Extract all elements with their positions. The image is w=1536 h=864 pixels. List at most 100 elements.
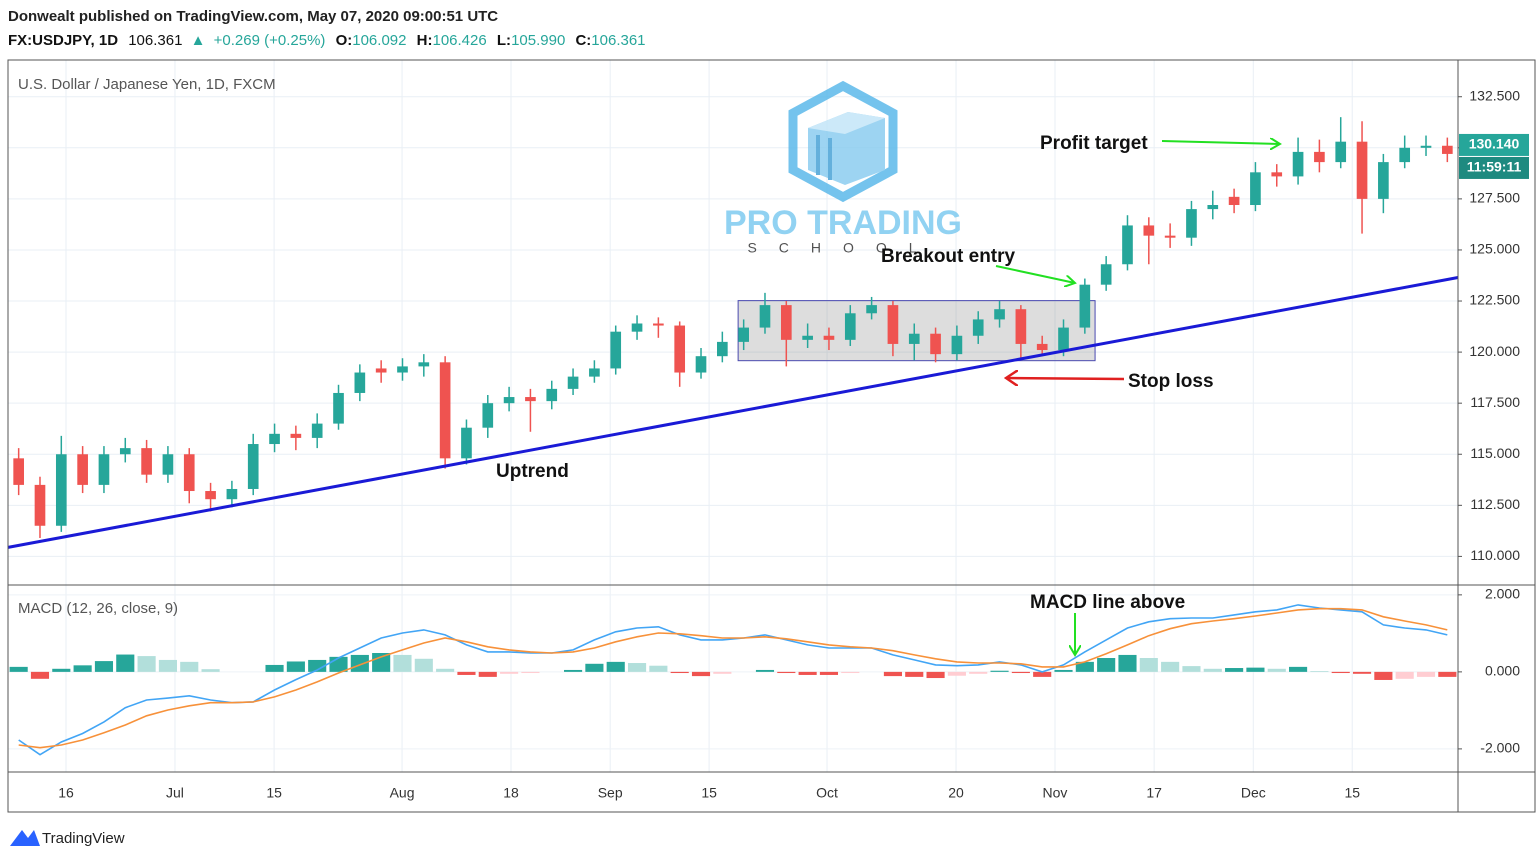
histogram-bar	[137, 656, 156, 672]
histogram-bar	[1438, 671, 1457, 677]
histogram-bar	[1225, 668, 1244, 672]
candle-body	[247, 444, 259, 489]
candle-body	[930, 333, 941, 355]
candle-body	[1378, 162, 1389, 199]
histogram-bar	[94, 661, 114, 672]
candle-body	[1164, 235, 1176, 238]
x-tick-label: Sep	[598, 785, 623, 801]
histogram-bar	[1118, 654, 1137, 672]
publisher-line: Donwealt published on TradingView.com, M…	[8, 8, 498, 25]
candle-body	[13, 458, 24, 485]
candle-body	[887, 305, 899, 344]
candle-body	[333, 392, 344, 424]
y-tick-label: -2.000	[1480, 740, 1520, 756]
candle-body	[802, 335, 813, 340]
histogram-bar	[990, 670, 1009, 672]
candle-body	[1143, 225, 1155, 236]
candle-body	[738, 327, 749, 342]
candle-body	[1207, 205, 1219, 210]
candle-body	[77, 454, 88, 485]
histogram-bar	[1289, 666, 1308, 672]
candle-body	[354, 372, 366, 393]
histogram-bar	[819, 671, 839, 675]
histogram-bar	[372, 653, 391, 672]
histogram-bar	[1203, 668, 1222, 672]
histogram-bar	[1161, 661, 1180, 672]
histogram-bar	[265, 664, 284, 672]
candle-body	[908, 333, 920, 344]
x-tick-label: Nov	[1043, 785, 1068, 801]
candle-body	[1122, 225, 1133, 265]
symbol-price: 106.361	[128, 32, 182, 49]
candle-body	[1399, 147, 1411, 163]
candle-body	[759, 305, 771, 328]
x-tick-label: Aug	[390, 785, 415, 801]
candle-body	[1058, 327, 1069, 351]
candle-body	[1292, 151, 1304, 177]
annotation: Stop loss	[1128, 371, 1214, 392]
candle-body	[1271, 172, 1283, 177]
candle-body	[183, 454, 195, 492]
histogram-bar	[286, 661, 305, 672]
x-tick-label: 15	[1344, 785, 1360, 801]
y-tick-label: 127.500	[1469, 190, 1520, 206]
candle-body	[695, 356, 707, 373]
ohlc-label: L:	[497, 32, 511, 49]
histogram-bar	[1139, 658, 1158, 672]
y-tick-label: 112.500	[1470, 496, 1520, 512]
x-tick-label: Oct	[816, 785, 838, 801]
ohlc-label: C:	[575, 32, 591, 49]
candle-body	[375, 368, 387, 373]
countdown: 11:59:11	[1467, 159, 1522, 175]
candle-body	[1335, 141, 1347, 163]
y-tick-label: 117.500	[1470, 394, 1520, 410]
chart-title: U.S. Dollar / Japanese Yen, 1D, FXCM	[18, 76, 276, 93]
y-tick-label: 2.000	[1485, 586, 1520, 602]
candle-body	[951, 335, 963, 355]
histogram-bar	[1267, 668, 1286, 672]
candle-body	[1079, 284, 1091, 328]
histogram-bar	[393, 654, 412, 672]
candle-body	[844, 313, 856, 340]
histogram-bar	[905, 671, 924, 677]
histogram-bar	[798, 671, 817, 675]
histogram-bar	[1331, 671, 1350, 674]
watermark-title: PRO TRADING	[724, 204, 962, 242]
candle-body	[1442, 145, 1453, 154]
logo-hexagon	[788, 80, 898, 203]
histogram-bar	[414, 658, 433, 672]
candle-body	[482, 403, 494, 428]
change-arrow: ▲	[191, 32, 206, 49]
x-tick-label: Dec	[1241, 785, 1266, 801]
macd-line	[18, 607, 1448, 749]
histogram-bar	[1054, 669, 1073, 672]
candle-body	[674, 325, 686, 373]
histogram-bar	[606, 661, 625, 672]
histogram-bar	[670, 671, 689, 674]
candle-body	[1314, 151, 1325, 163]
histogram-bar	[329, 656, 348, 672]
candle-body	[567, 376, 579, 389]
histogram-bar	[521, 671, 540, 674]
macd-title: MACD (12, 26, close, 9)	[18, 600, 178, 617]
x-tick-label: 15	[701, 785, 717, 801]
candle-body	[1250, 172, 1261, 206]
watermark-subtitle: SCHOOL	[747, 240, 938, 256]
trendline	[7, 276, 1459, 549]
histogram-bar	[73, 665, 92, 672]
candle-body	[525, 397, 536, 402]
histogram-bar	[436, 668, 455, 672]
ohlc-label: H:	[417, 32, 433, 49]
x-tick-label: 18	[503, 785, 519, 801]
x-tick-label: 15	[266, 785, 282, 801]
histogram-bar	[947, 671, 966, 676]
candle-body	[653, 323, 664, 326]
publisher: Donwealt published on TradingView.com, M…	[8, 8, 498, 25]
histogram-bar	[649, 665, 668, 672]
x-tick-label: 20	[948, 785, 964, 801]
symbol-line: FX:USDJPY, 1D 106.361 ▲ +0.269 (+0.25%) …	[8, 32, 646, 49]
histogram-bar	[627, 663, 647, 672]
candle-body	[226, 488, 238, 500]
candle-body	[503, 397, 515, 404]
